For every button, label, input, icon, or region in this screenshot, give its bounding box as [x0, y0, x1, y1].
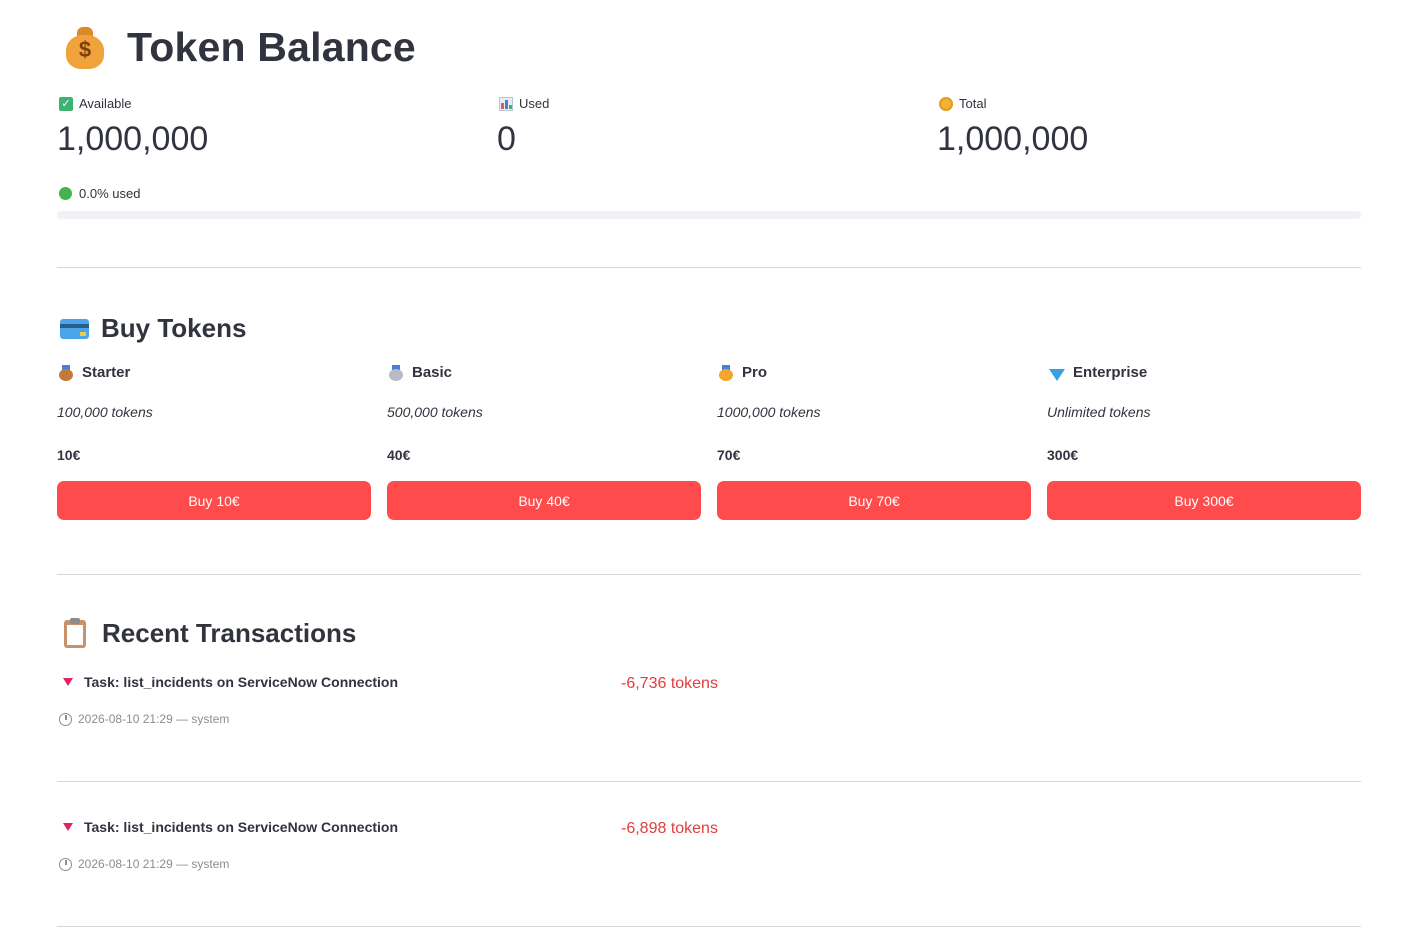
credit-card-icon	[60, 318, 89, 339]
divider	[57, 926, 1361, 927]
page-header: $ Token Balance	[63, 24, 416, 71]
buy-enterprise-button[interactable]: Buy 300€	[1047, 481, 1361, 520]
buy-basic-button[interactable]: Buy 40€	[387, 481, 701, 520]
plan-name: Enterprise	[1073, 364, 1148, 381]
bronze-medal-icon	[59, 364, 73, 381]
plan-enterprise: Enterprise Unlimited tokens 300€ Buy 300…	[1047, 364, 1361, 520]
buy-starter-button[interactable]: Buy 10€	[57, 481, 371, 520]
metric-value: 1,000,000	[57, 120, 209, 158]
usage-status: 0.0% used	[59, 186, 140, 201]
gold-medal-icon	[719, 364, 733, 381]
plan-tokens: 100,000 tokens	[57, 404, 153, 420]
metric-available: ✓ Available 1,000,000	[57, 96, 209, 159]
money-bag-icon: $	[63, 25, 107, 71]
plan-price: 300€	[1047, 447, 1079, 463]
recent-transactions-heading: Recent Transactions	[60, 617, 357, 649]
transaction-title: Task: list_incidents on ServiceNow Conne…	[84, 819, 399, 835]
transaction-expander[interactable]: Task: list_incidents on ServiceNow Conne…	[63, 674, 398, 690]
section-title: Recent Transactions	[102, 618, 357, 648]
buy-pro-button[interactable]: Buy 70€	[717, 481, 1031, 520]
plan-price: 10€	[57, 447, 81, 463]
bar-chart-icon	[499, 96, 513, 111]
divider	[57, 574, 1361, 575]
clipboard-icon	[64, 617, 86, 648]
metric-used: Used 0	[497, 96, 550, 159]
plan-tokens: Unlimited tokens	[1047, 404, 1151, 420]
metric-total: Total 1,000,000	[937, 96, 1089, 159]
metric-label: Available	[79, 96, 132, 111]
plan-starter: Starter 100,000 tokens 10€ Buy 10€	[57, 364, 371, 520]
usage-text: 0.0% used	[79, 186, 141, 201]
transaction-meta-text: 2026-08-10 21:29 — system	[78, 857, 230, 871]
silver-medal-icon	[389, 364, 403, 381]
plan-name: Pro	[742, 364, 768, 381]
caret-down-icon	[63, 678, 73, 686]
gem-icon	[1049, 368, 1065, 381]
plan-name: Basic	[412, 364, 453, 381]
plan-basic: Basic 500,000 tokens 40€ Buy 40€	[387, 364, 701, 520]
metric-value: 1,000,000	[937, 120, 1089, 158]
metric-label: Total	[959, 96, 987, 111]
check-icon: ✓	[59, 96, 73, 111]
buy-tokens-heading: Buy Tokens	[60, 313, 246, 344]
transaction-meta: 2026-08-10 21:29 — system	[59, 857, 229, 871]
transaction-title: Task: list_incidents on ServiceNow Conne…	[84, 674, 399, 690]
metric-label: Used	[519, 96, 550, 111]
plan-tokens: 500,000 tokens	[387, 404, 483, 420]
transaction-expander[interactable]: Task: list_incidents on ServiceNow Conne…	[63, 819, 398, 835]
plan-tokens: 1000,000 tokens	[717, 404, 821, 420]
divider	[57, 267, 1361, 268]
green-circle-icon	[59, 187, 72, 200]
metric-value: 0	[497, 120, 516, 158]
transaction-amount: -6,898 tokens	[621, 820, 718, 837]
caret-down-icon	[63, 823, 73, 831]
transaction-meta-text: 2026-08-10 21:29 — system	[78, 712, 230, 726]
usage-progress-bar	[57, 211, 1361, 219]
plan-price: 40€	[387, 447, 411, 463]
plan-pro: Pro 1000,000 tokens 70€ Buy 70€	[717, 364, 1031, 520]
stopwatch-icon	[59, 712, 72, 726]
page-title: Token Balance	[127, 24, 416, 70]
transaction-meta: 2026-08-10 21:29 — system	[59, 712, 229, 726]
stopwatch-icon	[59, 857, 72, 871]
divider	[57, 781, 1361, 782]
plan-name: Starter	[82, 364, 131, 381]
transaction-amount: -6,736 tokens	[621, 675, 718, 692]
plan-price: 70€	[717, 447, 741, 463]
section-title: Buy Tokens	[101, 313, 247, 343]
coin-icon	[939, 96, 953, 111]
